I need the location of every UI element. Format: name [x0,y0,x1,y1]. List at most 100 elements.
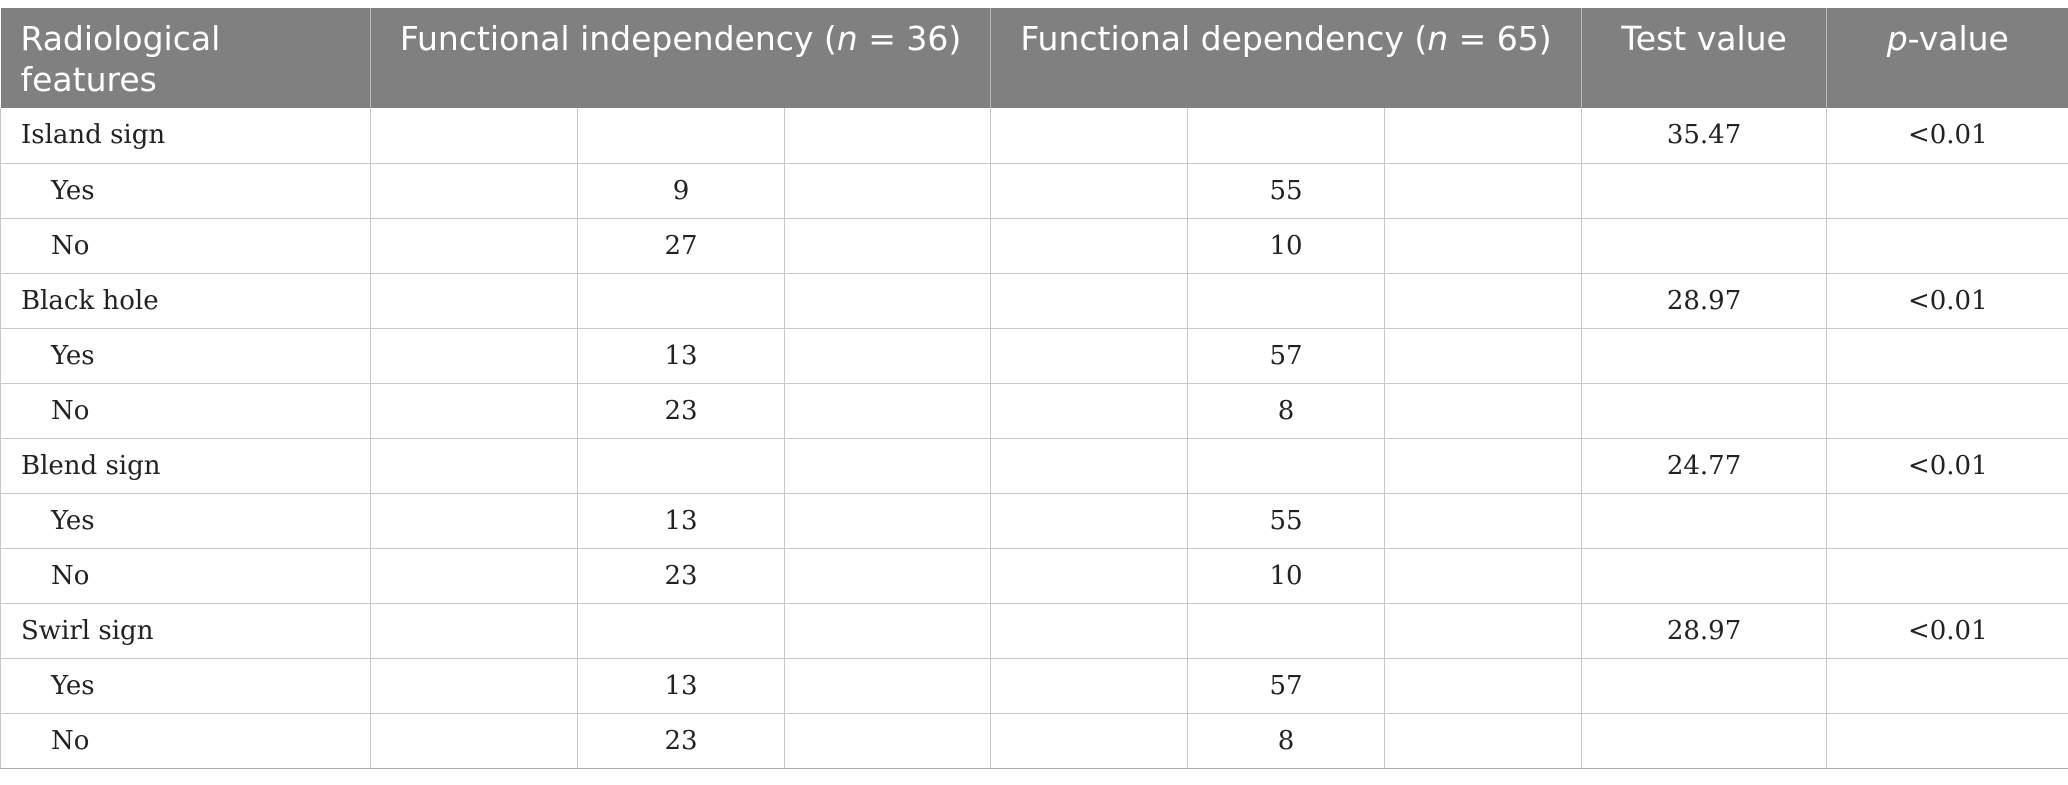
cell-independency-count: 27 [577,218,785,274]
cell-dependency-left [990,713,1189,769]
table-row: Blend sign 24.77 <0.01 [0,438,2068,494]
cell-dependency-left [990,383,1189,439]
cell-dependency-right [1384,383,1583,439]
cell-dependency-right [1384,493,1583,549]
cell-test-value [1581,493,1828,549]
cell-p-value: <0.01 [1826,603,2068,659]
cell-test-value [1581,218,1828,274]
cell-dependency-right [1384,548,1583,604]
cell-independency-count: 9 [577,163,785,219]
cell-dependency-left [990,438,1189,494]
row-label: Black hole [0,273,371,329]
cell-independency-right [784,713,992,769]
cell-dependency-right [1384,273,1583,329]
cell-test-value [1581,328,1828,384]
cell-p-value [1826,493,2068,549]
cell-dependency-count: 8 [1187,383,1386,439]
cell-p-value [1826,218,2068,274]
cell-dependency-left [990,108,1189,164]
table-row: Swirl sign 28.97 <0.01 [0,603,2068,659]
cell-independency-count: 23 [577,548,785,604]
row-label: Swirl sign [0,603,371,659]
cell-dependency-left [990,548,1189,604]
row-label: No [0,713,371,769]
cell-independency-left [370,273,578,329]
cell-independency-left [370,603,578,659]
row-label: No [0,548,371,604]
results-table: Radiological features Functional indepen… [0,8,2068,769]
cell-independency-right [784,658,992,714]
cell-dependency-count: 10 [1187,548,1386,604]
cell-independency-right [784,218,992,274]
cell-independency-left [370,163,578,219]
cell-p-value [1826,163,2068,219]
cell-dependency-right [1384,328,1583,384]
cell-independency-right [784,328,992,384]
cell-p-value: <0.01 [1826,108,2068,164]
cell-test-value [1581,548,1828,604]
cell-test-value [1581,163,1828,219]
cell-independency-right [784,438,992,494]
cell-p-value [1826,658,2068,714]
cell-test-value [1581,383,1828,439]
cell-independency-count: 23 [577,713,785,769]
cell-independency-right [784,108,992,164]
cell-independency-right [784,548,992,604]
table-row: Island sign 35.47 <0.01 [0,108,2068,164]
cell-independency-count: 13 [577,658,785,714]
cell-p-value [1826,548,2068,604]
cell-dependency-count: 57 [1187,328,1386,384]
cell-dependency-right [1384,438,1583,494]
cell-independency-left [370,108,578,164]
cell-dependency-count: 8 [1187,713,1386,769]
row-label: No [0,383,371,439]
table-row: Black hole 28.97 <0.01 [0,273,2068,329]
cell-independency-left [370,218,578,274]
cell-dependency-count [1187,108,1386,164]
cell-independency-left [370,548,578,604]
cell-independency-right [784,163,992,219]
cell-independency-left [370,383,578,439]
cell-dependency-left [990,218,1189,274]
cell-dependency-count [1187,438,1386,494]
row-label: Yes [0,163,371,219]
cell-independency-count: 23 [577,383,785,439]
cell-p-value [1826,713,2068,769]
header-p-value: p-value [1826,8,2068,108]
cell-p-value: <0.01 [1826,438,2068,494]
row-label: Blend sign [0,438,371,494]
header-row: Radiological features Functional indepen… [0,8,2068,108]
row-label: Island sign [0,108,371,164]
header-functional-dependency: Functional dependency (n = 65) [990,8,1583,108]
table-row: Yes 13 57 [0,328,2068,384]
table-row: Yes 13 55 [0,493,2068,549]
cell-dependency-right [1384,163,1583,219]
cell-independency-left [370,658,578,714]
cell-independency-count [577,108,785,164]
header-functional-independency: Functional independency (n = 36) [370,8,992,108]
cell-independency-right [784,273,992,329]
cell-test-value: 28.97 [1581,603,1828,659]
table-body: Island sign 35.47 <0.01 Yes 9 55 No 27 10 Black h… [0,108,2068,769]
table-row: No 23 8 [0,713,2068,769]
cell-independency-count [577,273,785,329]
cell-dependency-left [990,328,1189,384]
cell-dependency-left [990,658,1189,714]
cell-independency-count: 13 [577,493,785,549]
cell-p-value: <0.01 [1826,273,2068,329]
cell-dependency-count [1187,603,1386,659]
cell-dependency-count: 55 [1187,163,1386,219]
cell-test-value [1581,658,1828,714]
header-test-value: Test value [1581,8,1828,108]
cell-dependency-right [1384,658,1583,714]
cell-test-value: 35.47 [1581,108,1828,164]
cell-independency-right [784,383,992,439]
cell-dependency-right [1384,713,1583,769]
cell-dependency-count: 57 [1187,658,1386,714]
cell-independency-left [370,328,578,384]
cell-dependency-left [990,163,1189,219]
cell-dependency-left [990,273,1189,329]
cell-dependency-left [990,493,1189,549]
table-row: Yes 13 57 [0,658,2068,714]
table-row: Yes 9 55 [0,163,2068,219]
